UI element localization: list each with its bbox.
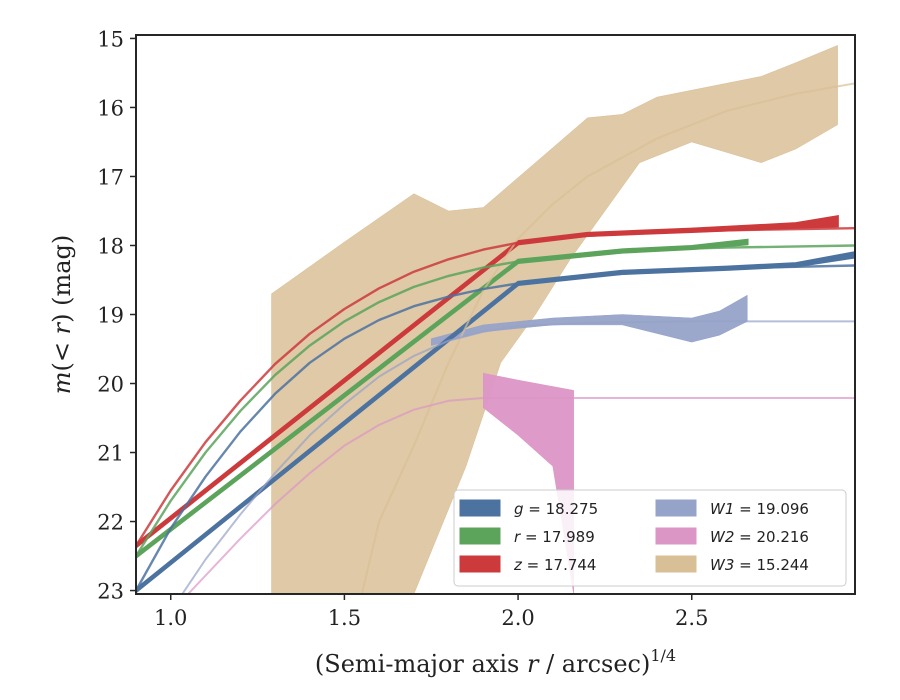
y-tick-label: 17 bbox=[97, 165, 124, 189]
plot-area bbox=[136, 45, 855, 594]
axes: 1.0 1.5 2.0 2.5 15 16 17 18 19 20 21 22 23 bbox=[97, 27, 856, 630]
model-curve-z bbox=[136, 227, 855, 547]
legend: g = 18.275 r = 17.989 z = 17.744 W1 = 19.09… bbox=[453, 489, 847, 587]
legend-swatch bbox=[459, 527, 501, 545]
band-z bbox=[136, 215, 839, 549]
model-curve-g bbox=[136, 264, 855, 592]
legend-entry-label: g = 18.275 bbox=[514, 500, 598, 518]
legend-swatch bbox=[459, 555, 501, 573]
y-tick-label: 21 bbox=[97, 442, 124, 466]
y-tick-label: 23 bbox=[97, 580, 124, 604]
x-tick-label: 2.0 bbox=[501, 606, 534, 630]
model-curve-w2 bbox=[187, 397, 855, 594]
y-tick-label: 18 bbox=[97, 234, 124, 258]
model-curve-w3 bbox=[360, 82, 855, 594]
legend-entry-label: z = 17.744 bbox=[513, 556, 596, 574]
legend-swatch bbox=[655, 555, 697, 573]
y-tick-label: 22 bbox=[97, 511, 124, 535]
legend-entry-label: W1 = 19.096 bbox=[710, 500, 809, 518]
x-tick-label: 2.5 bbox=[675, 606, 708, 630]
x-tick-label: 1.0 bbox=[154, 606, 187, 630]
y-tick-label: 20 bbox=[97, 373, 124, 397]
x-axis-label: (Semi-major axis r / arcsec)1/4 bbox=[315, 646, 676, 678]
y-tick-label: 19 bbox=[97, 304, 124, 328]
legend-entry-label: W3 = 15.244 bbox=[710, 556, 809, 574]
y-axis-label: m(< r) (mag) bbox=[48, 235, 76, 395]
legend-swatch bbox=[655, 527, 697, 545]
y-tick-label: 15 bbox=[97, 27, 124, 51]
legend-swatch bbox=[459, 499, 501, 517]
y-tick-label: 16 bbox=[97, 96, 124, 120]
legend-box bbox=[453, 489, 847, 587]
legend-swatch bbox=[655, 499, 697, 517]
model-curve-w1 bbox=[181, 320, 855, 594]
legend-entry-label: W2 = 20.216 bbox=[710, 528, 809, 546]
series-layer bbox=[136, 45, 855, 594]
band-g bbox=[136, 251, 855, 594]
legend-entry-label: r = 17.989 bbox=[514, 528, 595, 546]
model-curve-r bbox=[136, 244, 855, 557]
x-tick-label: 1.5 bbox=[328, 606, 361, 630]
